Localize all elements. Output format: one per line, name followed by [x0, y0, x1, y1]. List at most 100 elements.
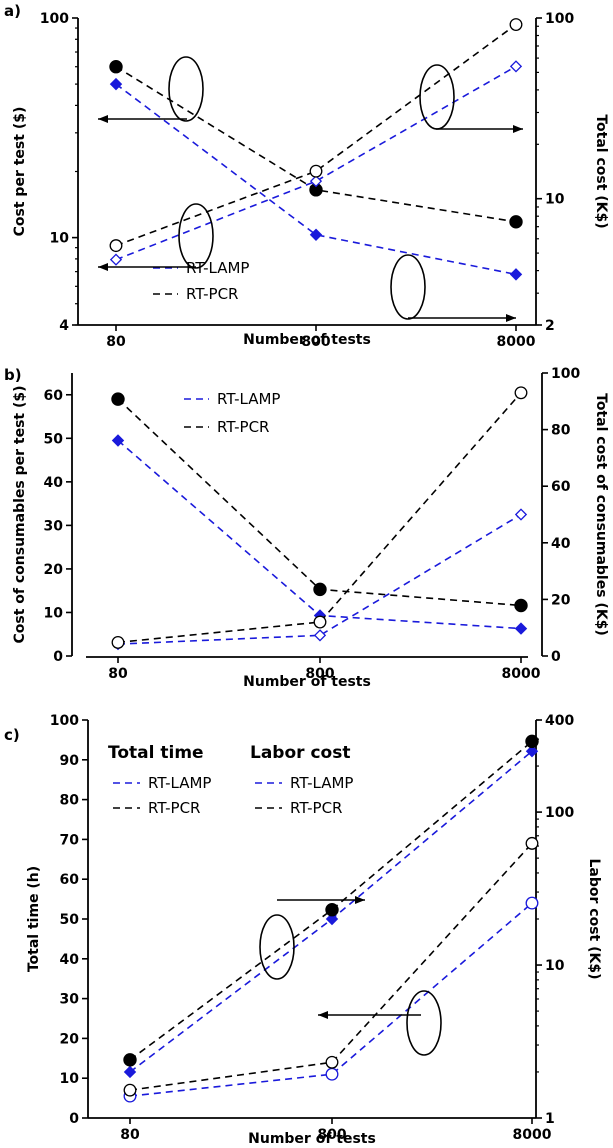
series-line: [115, 83, 517, 276]
y-tick-label: 0: [53, 649, 63, 665]
y2-tick-label: 10: [545, 192, 565, 208]
y2-tick-label: 1: [545, 1111, 555, 1127]
y-tick-label: 20: [44, 562, 64, 578]
series-line: [117, 439, 522, 630]
x-tick-label: 800: [301, 334, 330, 350]
y2-tick-label: 20: [551, 592, 571, 608]
data-point: [514, 508, 528, 521]
y-tick-label: 0: [69, 1111, 79, 1127]
series-line: [117, 392, 522, 644]
y-axis-label: Cost per test ($): [12, 107, 28, 237]
y-tick-label: 60: [60, 872, 80, 888]
y-tick-label: 10: [44, 605, 64, 621]
y2-tick-label: 10: [545, 958, 565, 974]
x-axis-label: Number of tests: [243, 674, 371, 690]
legend-label: RT-PCR: [186, 285, 238, 303]
data-point: [309, 164, 323, 178]
series-line: [129, 902, 533, 1097]
data-point: [325, 1055, 339, 1069]
data-point: [309, 228, 323, 241]
legend-title: Labor cost: [250, 743, 350, 763]
series-rt-pcr-right: [109, 18, 523, 253]
series-rt-pcr-right: [123, 734, 539, 1067]
x-tick-label: 800: [305, 666, 334, 682]
legend-label: RT-LAMP: [290, 774, 353, 792]
y2-tick-label: 100: [545, 11, 574, 27]
data-point: [509, 215, 523, 229]
y-tick-label: 100: [50, 713, 79, 729]
legend-label: RT-PCR: [217, 418, 269, 436]
y-tick-label: 10: [50, 231, 70, 247]
data-point: [313, 629, 327, 642]
data-point: [509, 18, 523, 31]
series-rt-pcr-left: [111, 392, 528, 613]
legend-title: Total time: [108, 743, 204, 763]
data-point: [525, 745, 539, 758]
series-group-ellipse: [259, 914, 295, 980]
y-tick-label: 10: [60, 1071, 80, 1087]
series-line: [129, 740, 533, 1061]
data-point: [123, 1065, 137, 1079]
data-point: [325, 1067, 339, 1081]
y2-tick-label: 60: [551, 479, 571, 495]
series-group-ellipse: [178, 203, 214, 269]
panel-label: a): [4, 2, 21, 20]
data-point: [111, 434, 125, 447]
data-point: [313, 615, 327, 629]
x-axis-label: Number of tests: [248, 1131, 376, 1147]
series-line: [129, 842, 533, 1091]
x-tick-label: 800: [317, 1127, 346, 1143]
panel-label: c): [4, 726, 20, 744]
y-tick-label: 90: [60, 753, 80, 769]
series-rt-pcr-left: [109, 60, 523, 229]
x-tick-label: 8000: [513, 1127, 552, 1143]
data-point: [514, 622, 528, 635]
x-tick-label: 80: [106, 334, 126, 350]
arrow-head: [98, 263, 108, 271]
x-tick-label: 8000: [502, 666, 541, 682]
series-rt-lamp-right: [123, 745, 539, 1079]
data-point: [509, 268, 523, 281]
arrow-head: [513, 125, 523, 133]
legend-label: RT-PCR: [148, 799, 200, 817]
data-point: [525, 734, 539, 749]
y-tick-label: 40: [60, 952, 80, 968]
data-point: [325, 912, 339, 926]
series-group-ellipse: [390, 254, 426, 320]
legend-label: RT-PCR: [290, 799, 342, 817]
y2-tick-label: 40: [551, 536, 571, 552]
data-point: [111, 392, 125, 406]
series-group-ellipse: [419, 64, 455, 130]
x-axis-label: Number of tests: [243, 332, 371, 348]
y-tick-label: 100: [40, 11, 69, 27]
series-rt-lamp-right: [109, 60, 523, 266]
series-line: [115, 66, 517, 223]
chart-panel-1: 4 10 100 2 10 100 80 800 8000 Number of tests Cost…: [4, 2, 609, 350]
y-tick-label: 20: [60, 1031, 80, 1047]
legend: Total time RT-LAMP RT-PCR Labor cost RT-LAMP…: [108, 743, 353, 817]
arrow-head: [318, 1011, 328, 1019]
series-rt-lamp-left: [109, 77, 523, 281]
legend: RT-LAMP RT-PCR: [184, 390, 280, 436]
y-tick-label: 70: [60, 832, 80, 848]
series-line: [117, 398, 522, 607]
series-group-ellipse: [168, 56, 204, 122]
y-tick-label: 40: [44, 475, 64, 491]
series-rt-pcr-left: [123, 836, 539, 1097]
data-point: [109, 77, 123, 91]
data-point: [123, 1053, 137, 1067]
data-point: [109, 253, 123, 266]
y2-tick-label: 400: [545, 713, 574, 729]
y-tick-label: 60: [44, 388, 64, 404]
x-tick-label: 80: [108, 666, 128, 682]
arrow-head: [355, 896, 365, 904]
y-axis-label: Total time (h): [26, 866, 42, 972]
y2-axis-label: Total cost (K$): [593, 114, 609, 228]
y-tick-label: 30: [44, 518, 64, 534]
data-point: [313, 582, 327, 597]
data-point: [509, 60, 523, 73]
series-group-ellipse: [406, 990, 442, 1056]
arrow-head: [506, 314, 516, 322]
data-point: [514, 598, 528, 613]
